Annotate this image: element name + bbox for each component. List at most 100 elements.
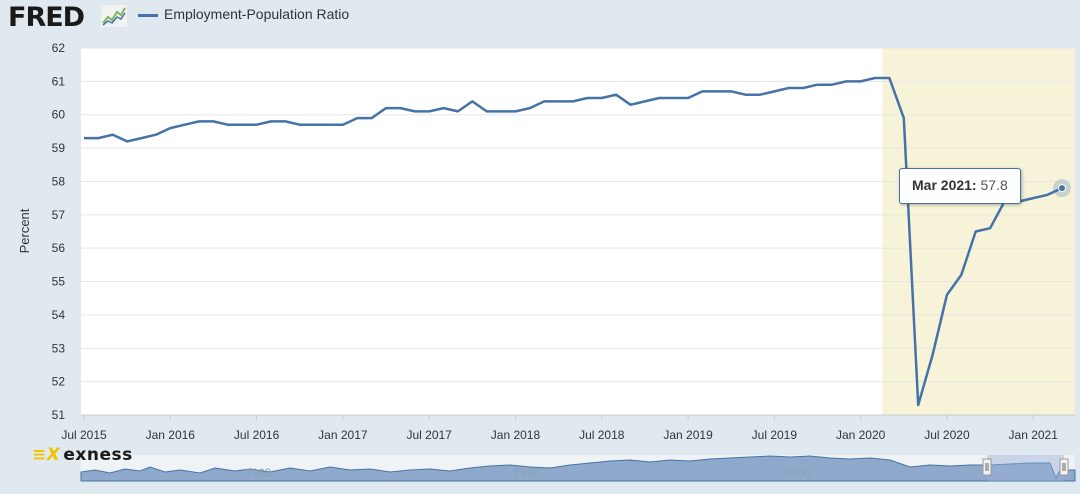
data-point[interactable]: [455, 108, 461, 114]
x-axis: Jul 2015 Jan 2016 Jul 2016 Jan 2017 Jul 2017…: [61, 414, 1075, 442]
data-point[interactable]: [800, 85, 806, 91]
data-point[interactable]: [268, 118, 274, 124]
data-point[interactable]: [570, 98, 576, 104]
data-point[interactable]: [110, 132, 116, 138]
x-tick-label: Jul 2018: [579, 428, 625, 442]
data-point[interactable]: [944, 292, 950, 298]
navigator[interactable]: 1960 1980 2000: [80, 455, 1076, 482]
data-point[interactable]: [354, 115, 360, 121]
data-point[interactable]: [685, 95, 691, 101]
data-point[interactable]: [671, 95, 677, 101]
y-axis: 51 52 53 54 55 56 57 58 59 60 61 62: [52, 41, 66, 422]
x-tick-label: Jan 2017: [318, 428, 368, 442]
data-point[interactable]: [340, 122, 346, 128]
x-tick-label: Jul 2017: [406, 428, 452, 442]
y-axis-label: Percent: [17, 208, 32, 253]
data-tooltip: Mar 2021: 57.8: [899, 168, 1021, 204]
data-point[interactable]: [843, 78, 849, 84]
tooltip-value: 57.8: [980, 177, 1008, 193]
navigator-label: 1980: [514, 466, 541, 480]
data-point[interactable]: [915, 402, 921, 408]
data-point[interactable]: [153, 132, 159, 138]
data-point[interactable]: [369, 115, 375, 121]
data-point[interactable]: [527, 105, 533, 111]
data-point[interactable]: [81, 135, 87, 141]
exness-logo-icon: ≡X: [32, 445, 61, 465]
navigator-series: [80, 455, 1076, 482]
data-point[interactable]: [628, 102, 634, 108]
legend-label[interactable]: Employment-Population Ratio: [164, 6, 350, 22]
data-point[interactable]: [182, 122, 188, 128]
data-point[interactable]: [858, 78, 864, 84]
data-point[interactable]: [973, 229, 979, 235]
navigator-handle-left[interactable]: [982, 458, 992, 476]
data-point[interactable]: [326, 122, 332, 128]
data-point[interactable]: [599, 95, 605, 101]
y-tick-label: 54: [52, 308, 66, 322]
data-point[interactable]: [901, 115, 907, 121]
data-point[interactable]: [786, 85, 792, 91]
data-point[interactable]: [124, 138, 130, 144]
data-point[interactable]: [714, 88, 720, 94]
x-tick-label: Jan 2018: [491, 428, 541, 442]
y-tick-label: 51: [52, 408, 66, 422]
fred-logo[interactable]: FRED: [8, 2, 85, 33]
data-point[interactable]: [426, 108, 432, 114]
data-point[interactable]: [311, 122, 317, 128]
data-point[interactable]: [958, 272, 964, 278]
data-point[interactable]: [642, 98, 648, 104]
fred-chart-icon: [101, 5, 127, 27]
data-point[interactable]: [556, 98, 562, 104]
data-point[interactable]: [757, 92, 763, 98]
data-point[interactable]: [829, 82, 835, 88]
y-tick-label: 59: [52, 141, 66, 155]
data-point[interactable]: [167, 125, 173, 131]
data-point[interactable]: [469, 98, 475, 104]
y-tick-label: 62: [52, 41, 66, 55]
data-point[interactable]: [930, 352, 936, 358]
data-point[interactable]: [196, 118, 202, 124]
data-point[interactable]: [139, 135, 145, 141]
data-point[interactable]: [225, 122, 231, 128]
data-point[interactable]: [613, 92, 619, 98]
data-point[interactable]: [484, 108, 490, 114]
data-point[interactable]: [95, 135, 101, 141]
hover-point[interactable]: [1058, 184, 1066, 193]
data-point[interactable]: [656, 95, 662, 101]
x-tick-label: Jan 2021: [1009, 428, 1059, 442]
data-point[interactable]: [872, 75, 878, 81]
x-tick-label: Jul 2019: [752, 428, 798, 442]
data-point[interactable]: [282, 118, 288, 124]
data-point[interactable]: [699, 88, 705, 94]
data-point[interactable]: [254, 122, 260, 128]
y-tick-label: 57: [52, 208, 66, 222]
data-point[interactable]: [297, 122, 303, 128]
data-point[interactable]: [397, 105, 403, 111]
x-tick-label: Jan 2019: [663, 428, 713, 442]
data-point[interactable]: [239, 122, 245, 128]
navigator-handle-right[interactable]: [1059, 458, 1069, 476]
data-point[interactable]: [584, 95, 590, 101]
data-point[interactable]: [1030, 195, 1036, 201]
legend-swatch: [138, 14, 158, 17]
series-line[interactable]: [84, 76, 1063, 407]
x-tick-label: Jan 2016: [146, 428, 196, 442]
data-point[interactable]: [541, 98, 547, 104]
data-point[interactable]: [512, 108, 518, 114]
data-point[interactable]: [412, 108, 418, 114]
data-point[interactable]: [383, 105, 389, 111]
data-point[interactable]: [1045, 192, 1051, 198]
navigator-selection[interactable]: [987, 455, 1064, 481]
data-point[interactable]: [498, 108, 504, 114]
data-point[interactable]: [886, 75, 892, 81]
data-point[interactable]: [441, 105, 447, 111]
data-point[interactable]: [210, 118, 216, 124]
data-point[interactable]: [771, 88, 777, 94]
data-point[interactable]: [728, 88, 734, 94]
x-tick-label: Jan 2020: [836, 428, 886, 442]
data-point[interactable]: [743, 92, 749, 98]
data-point[interactable]: [815, 82, 821, 88]
y-tick-label: 56: [52, 241, 66, 255]
data-point[interactable]: [987, 225, 993, 231]
